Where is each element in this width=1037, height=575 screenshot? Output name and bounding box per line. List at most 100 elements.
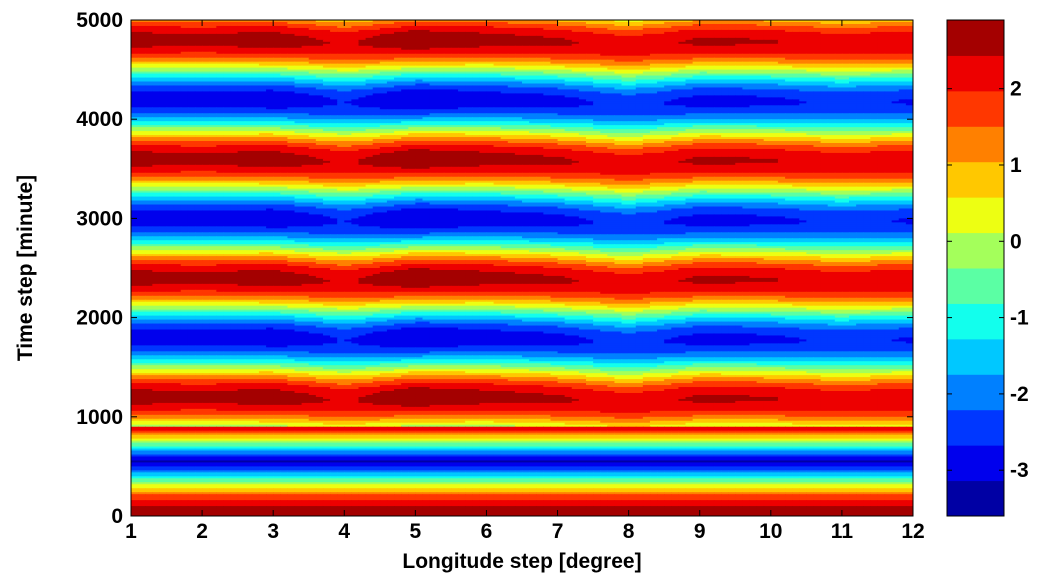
contour-cell — [429, 29, 438, 33]
contour-cell — [557, 31, 566, 35]
contour-cell — [813, 43, 822, 47]
contour-cell — [877, 37, 886, 41]
contour-cell — [834, 33, 843, 37]
contour-cell — [593, 37, 601, 41]
contour-cell — [777, 39, 786, 43]
contour-cell — [713, 39, 722, 43]
contour-cell — [251, 23, 260, 27]
contour-cell — [706, 29, 715, 33]
contour-cell — [841, 29, 850, 33]
contour-cell — [472, 27, 480, 31]
contour-cell — [813, 47, 822, 51]
contour-cell — [713, 37, 722, 41]
contour-cell — [898, 53, 907, 57]
contour-cell — [806, 47, 815, 51]
contour-cell — [173, 53, 182, 57]
contour-cell — [493, 21, 502, 25]
contour-cell — [322, 33, 331, 37]
contour-cell — [564, 49, 573, 53]
contour-cell — [884, 35, 893, 39]
contour-cell — [493, 33, 502, 37]
contour-cell — [180, 41, 189, 45]
contour-cell — [266, 49, 274, 53]
contour-cell — [621, 47, 630, 51]
contour-cell — [216, 21, 225, 25]
contour-cell — [294, 55, 303, 59]
contour-cell — [280, 31, 288, 35]
contour-cell — [266, 20, 274, 23]
contour-cell — [792, 49, 800, 53]
contour-cell — [429, 25, 438, 29]
contour-cell — [770, 35, 779, 39]
contour-cell — [187, 47, 196, 51]
contour-cell — [152, 53, 161, 57]
contour-cell — [187, 27, 196, 31]
contour-cell — [728, 20, 736, 23]
contour-cell — [429, 51, 438, 55]
contour-cell — [386, 39, 395, 43]
contour-cell — [258, 35, 267, 39]
contour-cell — [465, 31, 473, 35]
contour-cell — [472, 23, 480, 27]
contour-cell — [202, 31, 210, 35]
contour-cell — [493, 51, 502, 55]
contour-cell — [322, 39, 331, 43]
contour-cell — [614, 20, 623, 23]
contour-cell — [863, 21, 871, 25]
contour-cell — [337, 23, 345, 27]
contour-cell — [550, 43, 559, 47]
contour-cell — [258, 55, 267, 59]
contour-cell — [607, 35, 616, 39]
contour-cell — [607, 31, 616, 35]
contour-cell — [266, 37, 274, 41]
contour-cell — [820, 55, 829, 59]
contour-cell — [365, 21, 374, 25]
plot-area — [131, 20, 913, 516]
contour-cell — [522, 39, 530, 43]
contour-cell — [330, 51, 338, 55]
contour-cell — [322, 27, 331, 31]
contour-cell — [699, 37, 708, 41]
contour-cell — [202, 47, 210, 51]
contour-cell — [884, 20, 893, 23]
contour-cell — [678, 45, 687, 49]
contour-cell — [280, 25, 288, 29]
contour-cell — [209, 39, 217, 43]
contour-cell — [386, 31, 395, 35]
contour-cell — [394, 53, 402, 57]
contour-cell — [706, 27, 715, 31]
contour-cell — [330, 45, 338, 49]
contour-cell — [422, 49, 431, 53]
contour-cell — [728, 45, 736, 49]
contour-cell — [550, 39, 559, 43]
contour-cell — [266, 27, 274, 31]
contour-cell — [344, 47, 352, 51]
contour-cell — [863, 29, 871, 33]
contour-cell — [507, 21, 516, 25]
contour-cell — [522, 33, 530, 37]
contour-cell — [351, 53, 360, 57]
contour-cell — [131, 39, 139, 43]
contour-cell — [607, 33, 616, 37]
contour-cell — [187, 37, 196, 41]
contour-cell — [322, 41, 331, 45]
contour-cell — [678, 29, 687, 33]
contour-cell — [678, 49, 687, 53]
contour-cell — [131, 51, 139, 55]
contour-cell — [351, 45, 360, 49]
contour-cell — [585, 45, 594, 49]
contour-cell — [138, 51, 146, 55]
contour-cell — [664, 53, 672, 57]
contour-cell — [657, 25, 665, 29]
contour-cell — [287, 47, 296, 51]
contour-cell — [145, 53, 153, 57]
contour-cell — [813, 27, 822, 31]
contour-cell — [465, 27, 473, 31]
contour-cell — [330, 41, 338, 45]
contour-cell — [429, 41, 438, 45]
contour-cell — [635, 41, 644, 45]
contour-cell — [898, 29, 907, 33]
contour-cell — [742, 31, 751, 35]
contour-cell — [251, 41, 260, 45]
contour-cell — [465, 53, 473, 57]
